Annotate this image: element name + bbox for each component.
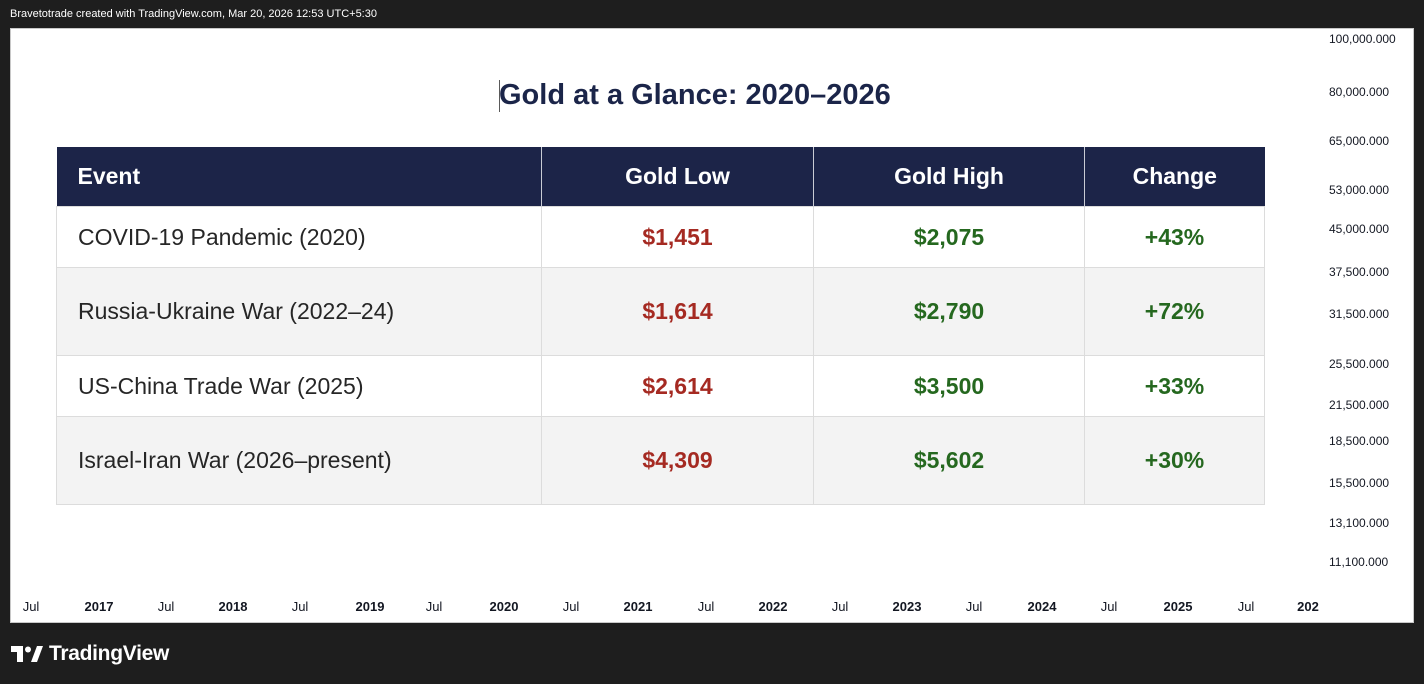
chart-panel[interactable]: Gold at a Glance: 2020–2026 Event Gold L… (10, 28, 1414, 623)
time-axis-label: 2020 (489, 599, 519, 614)
column-header-event: Event (56, 147, 542, 207)
price-axis-label: 21,500.000 (1329, 398, 1390, 412)
time-axis-label: 2017 (84, 599, 114, 614)
price-axis-label: 37,500.000 (1329, 265, 1390, 279)
attribution-bar: Bravetotrade created with TradingView.co… (0, 0, 1424, 28)
event-cell: COVID-19 Pandemic (2020) (56, 206, 542, 268)
table-row: Russia-Ukraine War (2022–24) $1,614 $2,7… (56, 267, 1265, 356)
time-axis-label: 2021 (623, 599, 653, 614)
page-title[interactable]: Gold at a Glance: 2020–2026 (499, 79, 891, 111)
gold-high-cell: $5,602 (813, 416, 1085, 505)
column-header-gold-high: Gold High (813, 147, 1085, 207)
tradingview-wordmark: TradingView (49, 642, 170, 665)
price-axis-label: 100,000.000 (1329, 32, 1396, 46)
price-axis-label: 45,000.000 (1329, 222, 1390, 236)
tradingview-brand[interactable]: TradingView (11, 640, 169, 668)
time-axis-label: Jul (1237, 599, 1255, 614)
text-cursor (499, 80, 500, 112)
gold-low-cell: $1,614 (541, 267, 814, 356)
time-axis-label: Jul (831, 599, 849, 614)
time-axis-label: Jul (22, 599, 40, 614)
time-axis-label: Jul (291, 599, 309, 614)
price-axis-label: 31,500.000 (1329, 307, 1390, 321)
price-axis-label: 13,100.000 (1329, 516, 1390, 530)
event-cell: Israel-Iran War (2026–present) (56, 416, 542, 505)
time-axis-label: Jul (697, 599, 715, 614)
gold-events-table[interactable]: Event Gold Low Gold High Change COVID-19… (56, 147, 1265, 505)
price-axis-label: 15,500.000 (1329, 476, 1390, 490)
table-header-row: Event Gold Low Gold High Change (56, 147, 1265, 207)
table-row: US-China Trade War (2025) $2,614 $3,500 … (56, 355, 1265, 417)
column-header-change: Change (1084, 147, 1265, 207)
price-axis-label: 18,500.000 (1329, 434, 1390, 448)
event-cell: Russia-Ukraine War (2022–24) (56, 267, 542, 356)
time-axis-label: Jul (562, 599, 580, 614)
time-axis-label: Jul (965, 599, 983, 614)
price-axis-label: 80,000.000 (1329, 85, 1390, 99)
time-axis-label: 2019 (355, 599, 385, 614)
price-axis-label: 53,000.000 (1329, 183, 1390, 197)
gold-high-cell: $2,075 (813, 206, 1085, 268)
event-cell: US-China Trade War (2025) (56, 355, 542, 417)
table-row: COVID-19 Pandemic (2020) $1,451 $2,075 +… (56, 206, 1265, 268)
gold-high-cell: $2,790 (813, 267, 1085, 356)
gold-low-cell: $4,309 (541, 416, 814, 505)
change-cell: +72% (1084, 267, 1265, 356)
time-axis-label: 2023 (892, 599, 922, 614)
gold-low-cell: $1,451 (541, 206, 814, 268)
time-axis-label: 2025 (1163, 599, 1193, 614)
time-axis-label: 202 (1297, 599, 1319, 614)
time-axis-label: 2022 (758, 599, 788, 614)
time-axis-label: 2018 (218, 599, 248, 614)
time-axis-label: Jul (157, 599, 175, 614)
price-axis-label: 65,000.000 (1329, 134, 1390, 148)
time-axis-label: Jul (425, 599, 443, 614)
gold-high-cell: $3,500 (813, 355, 1085, 417)
change-cell: +30% (1084, 416, 1265, 505)
gold-low-cell: $2,614 (541, 355, 814, 417)
table-row: Israel-Iran War (2026–present) $4,309 $5… (56, 416, 1265, 505)
change-cell: +33% (1084, 355, 1265, 417)
tradingview-logo-icon (11, 646, 43, 662)
price-axis-label: 25,500.000 (1329, 357, 1390, 371)
attribution-text: Bravetotrade created with TradingView.co… (10, 8, 377, 20)
column-header-gold-low: Gold Low (541, 147, 814, 207)
time-axis-label: 2024 (1027, 599, 1057, 614)
change-cell: +43% (1084, 206, 1265, 268)
price-axis-label: 11,100.000 (1329, 555, 1389, 569)
time-axis-label: Jul (1100, 599, 1118, 614)
